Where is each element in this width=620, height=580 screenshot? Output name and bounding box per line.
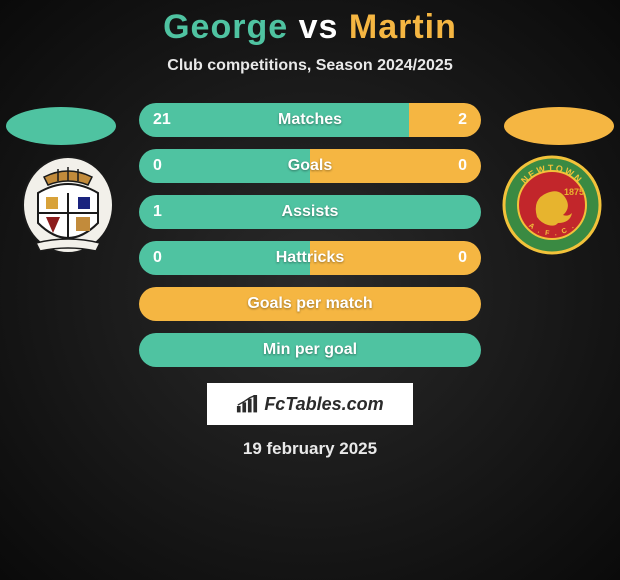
stat-label: Assists xyxy=(139,203,481,221)
stat-label: Hattricks xyxy=(139,249,481,267)
player2-crest: 1875 NEWTOWN A . F . C . xyxy=(502,155,602,255)
date-text: 19 february 2025 xyxy=(0,439,620,459)
vs-text: vs xyxy=(299,8,339,46)
watermark-text: FcTables.com xyxy=(264,394,383,415)
player1-crest xyxy=(18,155,118,255)
main-area: 1875 NEWTOWN A . F . C . 212Matches 00Goa… xyxy=(0,103,620,367)
player2-name: Martin xyxy=(349,8,457,46)
stat-row: Min per goal xyxy=(139,333,481,367)
stat-row: 00Hattricks xyxy=(139,241,481,275)
stat-row: 00Goals xyxy=(139,149,481,183)
watermark: FcTables.com xyxy=(207,383,413,425)
subtitle: Club competitions, Season 2024/2025 xyxy=(0,57,620,75)
player1-oval xyxy=(6,107,116,145)
stat-row: Goals per match xyxy=(139,287,481,321)
stat-label: Goals per match xyxy=(139,295,481,313)
stat-label: Min per goal xyxy=(139,341,481,359)
chart-icon xyxy=(236,395,258,413)
comparison-title: George vs Martin xyxy=(0,0,620,47)
stat-row: 212Matches xyxy=(139,103,481,137)
crest-right-svg: 1875 NEWTOWN A . F . C . xyxy=(502,155,602,255)
player2-oval xyxy=(504,107,614,145)
stat-label: Goals xyxy=(139,157,481,175)
player1-name: George xyxy=(163,8,288,46)
crest-left-svg xyxy=(18,155,118,255)
stat-label: Matches xyxy=(139,111,481,129)
crest-year: 1875 xyxy=(564,187,584,197)
stats-container: 212Matches 00Goals 1Assists 00Hattricks Goal… xyxy=(139,103,481,367)
stat-row: 1Assists xyxy=(139,195,481,229)
